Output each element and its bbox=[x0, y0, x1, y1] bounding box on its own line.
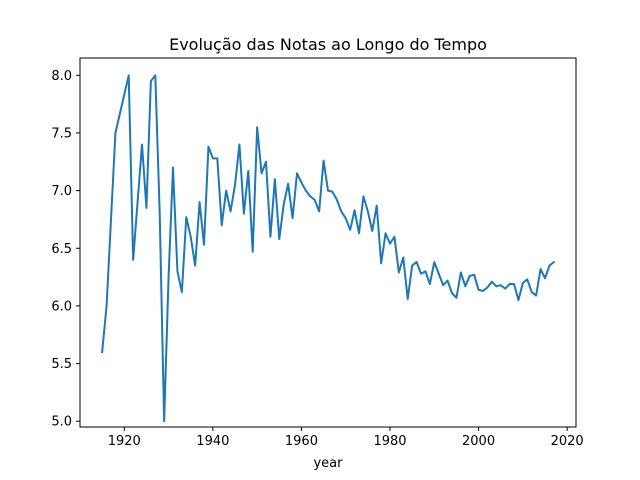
series-line bbox=[101, 74, 556, 423]
x-tick-label: 1960 bbox=[285, 434, 318, 449]
x-tick-label: 2020 bbox=[551, 434, 584, 449]
y-tick-label: 8.0 bbox=[51, 69, 72, 84]
x-tick-label: 2000 bbox=[462, 434, 495, 449]
plot-frame bbox=[79, 57, 577, 428]
x-axis-label: year bbox=[313, 456, 343, 471]
y-tick-label: 6.5 bbox=[51, 242, 72, 257]
axis-ticks: 1920 1940 1960 1980 2000 2020 5.0 5.5 6.0 6.5 7.0 7… bbox=[51, 69, 583, 449]
y-tick-label: 5.5 bbox=[51, 357, 72, 372]
y-tick-label: 7.5 bbox=[51, 126, 72, 141]
x-tick-label: 1980 bbox=[373, 434, 406, 449]
x-tick-label: 1940 bbox=[196, 434, 229, 449]
y-tick-label: 5.0 bbox=[51, 415, 72, 430]
plot-area bbox=[80, 58, 576, 427]
y-tick-label: 6.0 bbox=[51, 299, 72, 314]
y-tick-label: 7.0 bbox=[51, 184, 72, 199]
chart-title: Evolução das Notas ao Longo do Tempo bbox=[169, 35, 487, 54]
series-layer bbox=[101, 74, 556, 423]
x-tick-label: 1920 bbox=[108, 434, 141, 449]
